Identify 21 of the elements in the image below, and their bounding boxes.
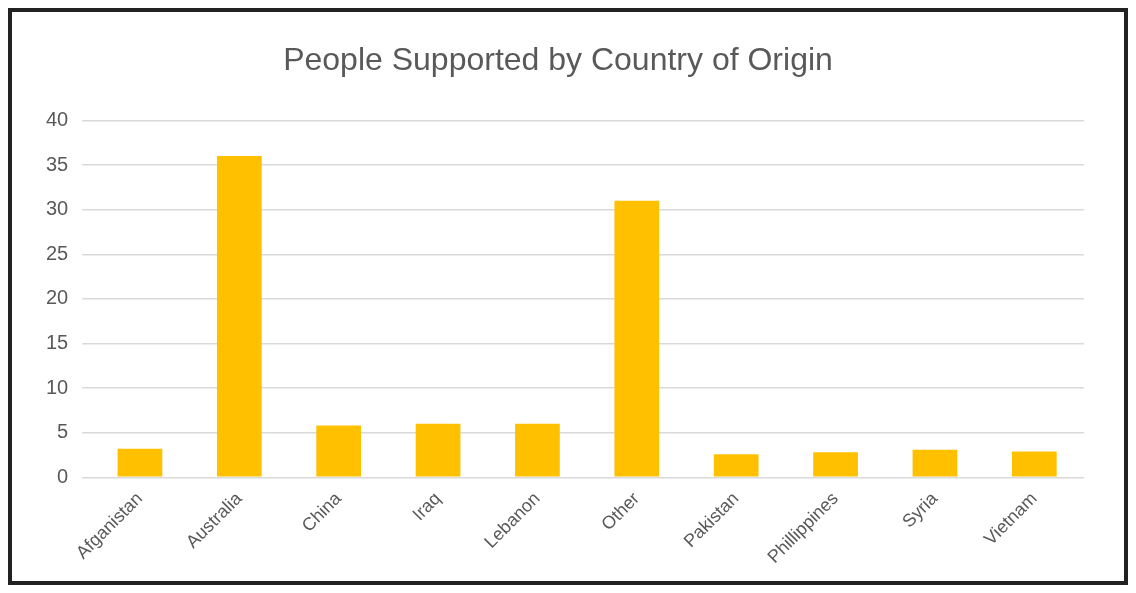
y-tick-label: 5 [57, 420, 69, 443]
x-tick-label: Iraq [408, 488, 445, 525]
y-tick-label: 35 [46, 152, 69, 175]
y-tick-label: 25 [46, 241, 69, 264]
y-tick-label: 30 [46, 197, 69, 220]
chart-title: People Supported by Country of Origin [283, 41, 833, 78]
bar [912, 449, 958, 477]
bar [813, 452, 858, 477]
bar [316, 425, 362, 477]
y-tick-label: 40 [46, 107, 69, 130]
bar [117, 448, 163, 477]
y-tick-label: 10 [46, 375, 69, 398]
y-tick-label: 15 [46, 331, 69, 353]
y-tick-label: 0 [57, 464, 69, 487]
bar [713, 454, 759, 477]
bar [614, 200, 660, 477]
bar [515, 423, 560, 477]
bar [1011, 451, 1057, 477]
bar [415, 423, 461, 477]
y-tick-label: 20 [46, 286, 69, 309]
bar [216, 156, 262, 477]
